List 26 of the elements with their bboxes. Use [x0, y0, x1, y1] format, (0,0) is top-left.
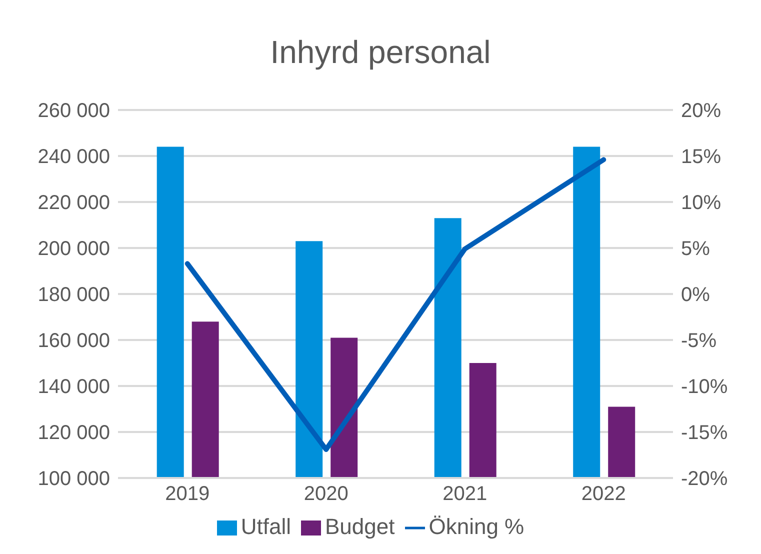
y2-tick-label: -10% — [681, 376, 728, 398]
y-tick-label: 140 000 — [38, 376, 110, 398]
legend-label: Budget — [325, 514, 395, 539]
y-tick-label: 120 000 — [38, 422, 110, 444]
y2-tick-label: 5% — [681, 238, 710, 260]
x-tick-label: 2021 — [442, 483, 488, 506]
y2-tick-label: -5% — [681, 330, 717, 352]
y2-tick-label: 20% — [681, 100, 722, 122]
x-tick-label: 2022 — [581, 483, 626, 506]
x-tick-label: 2020 — [304, 483, 348, 506]
y2-tick-label: -20% — [681, 468, 728, 490]
x-tick-label: 2019 — [165, 483, 210, 506]
y-tick-label: 180 000 — [38, 284, 110, 306]
y2-tick-label: 15% — [681, 146, 722, 168]
chart-title: Inhyrd personal — [269, 33, 492, 72]
y2-tick-label: 0% — [681, 284, 710, 306]
legend-label: Utfall — [240, 514, 291, 539]
y-tick-label: 160 000 — [38, 330, 110, 352]
y2-tick-label: -15% — [681, 422, 728, 444]
legend-label: Ökning % — [428, 514, 524, 539]
y-tick-label: 200 000 — [38, 238, 110, 260]
y-tick-label: 260 000 — [38, 100, 110, 122]
y2-tick-label: 10% — [681, 192, 722, 214]
y-tick-label: 100 000 — [38, 468, 110, 490]
y-tick-label: 220 000 — [38, 192, 110, 214]
y-tick-label: 240 000 — [38, 146, 110, 168]
